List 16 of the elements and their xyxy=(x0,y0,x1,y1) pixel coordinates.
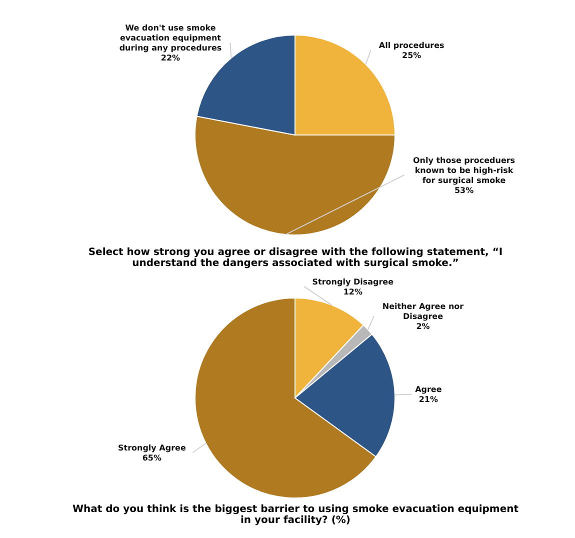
chart-title: Select how strong you agree or disagree with the following statement, “I understand the dangers associated with surgical smoke.” xyxy=(87,246,504,269)
slice-label: Agree xyxy=(415,385,442,394)
slice-label: All procedures xyxy=(378,41,445,50)
data-label: 21% xyxy=(418,395,438,404)
data-label: 12% xyxy=(343,287,362,296)
slice-label: Strongly Agree xyxy=(118,443,186,452)
slice-label: Strongly Disagree xyxy=(312,277,394,286)
slice-label: Neither Agree nor Disagree xyxy=(382,302,464,321)
data-label: 65% xyxy=(142,453,162,462)
data-label: 22% xyxy=(160,54,180,63)
data-label: 2% xyxy=(416,322,430,331)
text: What do you think is the biggest barrier to using smoke evacuation equipment in your facility? (%) xyxy=(71,504,520,526)
slice-label: We don't use smoke evacuation equipment during any procedures xyxy=(119,24,222,53)
data-label: 25% xyxy=(402,51,422,60)
data-label: 53% xyxy=(454,186,474,195)
slice-label: Only those proceduers known to be high-risk for surgical smoke xyxy=(412,156,516,185)
